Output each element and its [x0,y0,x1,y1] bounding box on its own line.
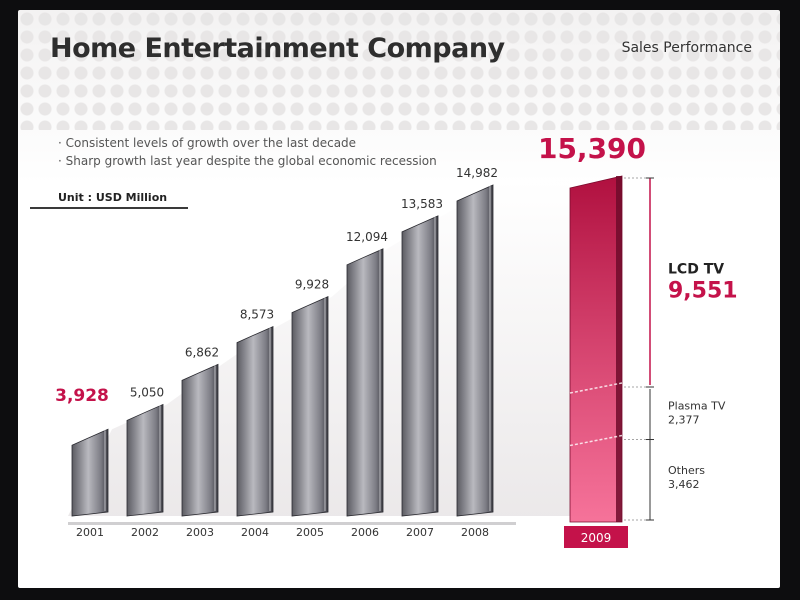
bullet-item: · Sharp growth last year despite the glo… [58,154,437,168]
value-label-2003: 6,862 [185,345,219,359]
category-label-2002: 2002 [131,526,159,539]
breakdown-value-plasma-tv: 2,377 [668,413,700,426]
breakdown-label-plasma-tv: Plasma TV [668,399,726,412]
bar-2002 [126,403,164,517]
segment-divider [569,382,623,394]
breakdown-value-others: 3,462 [668,478,700,491]
breakdown-label-others: Others [668,464,705,477]
category-label-2009: 2009 [581,531,612,545]
unit-underline [30,207,188,209]
baseline-plate [68,522,516,525]
bar-2007 [401,215,439,517]
category-label-2006: 2006 [351,526,379,539]
bar-2001 [71,428,109,517]
breakdown-value-lcd-tv: 9,551 [668,279,738,304]
bar-side-face [616,176,622,522]
bar-2009 [569,175,623,523]
bar-2006 [346,248,384,517]
value-label-2002: 5,050 [130,385,164,399]
value-label-2001: 3,928 [55,386,109,406]
category-label-2003: 2003 [186,526,214,539]
bar-2005 [291,296,329,517]
bar-2003 [181,363,219,517]
page-title: Home Entertainment Company [50,33,505,64]
value-label-2009: 15,390 [538,132,646,165]
value-label-2007: 13,583 [401,197,443,211]
category-label-bg-2009 [564,526,628,548]
value-label-2006: 12,094 [346,230,388,244]
bullet-text: Consistent levels of growth over the las… [65,136,357,150]
bar-2004 [236,325,274,517]
sales-bar-chart: 3,928 2001 5,050 2002 6,862 2003 8,573 2004 9,92… [55,132,738,548]
dotted-header-band [18,10,780,130]
segment-divider [569,434,623,447]
bullet-text: Sharp growth last year despite the globa… [65,154,437,168]
value-label-2005: 9,928 [295,278,329,292]
category-label-2005: 2005 [296,526,324,539]
category-label-2004: 2004 [241,526,269,539]
category-label-2008: 2008 [461,526,489,539]
category-label-2007: 2007 [406,526,434,539]
slide: Home Entertainment Company Sales Perform… [18,10,780,588]
bar-2008 [456,184,494,517]
breakdown-label-lcd-tv: LCD TV [668,262,724,278]
bullet-item: · Consistent levels of growth over the l… [58,136,357,150]
value-label-2004: 8,573 [240,308,274,322]
page-subtitle: Sales Performance [621,40,752,56]
unit-label: Unit : USD Million [58,191,168,204]
category-label-2001: 2001 [76,526,104,539]
value-label-2008: 14,982 [456,166,498,180]
